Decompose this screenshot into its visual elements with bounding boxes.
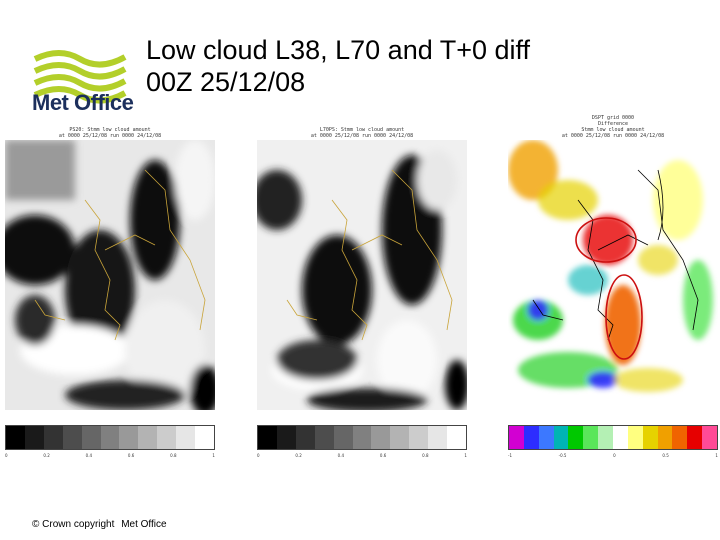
colorbar-swatch — [409, 426, 429, 449]
panel-caption: PS20: Stmm low cloud amount at 0000 25/1… — [58, 127, 162, 139]
colorbar-swatch — [657, 426, 673, 449]
colorbar-tick-label: 0.8 — [422, 453, 429, 458]
colorbar-swatch — [195, 426, 214, 449]
colorbar-swatch — [6, 426, 25, 449]
slide-title: Low cloud L38, L70 and T+0 diff 00Z 25/1… — [146, 34, 530, 98]
low-cloud-map-l70 — [257, 140, 467, 410]
colorbar-tick-label: 0.2 — [295, 453, 302, 458]
colorbar-swatch — [687, 426, 703, 449]
colorbar-swatch — [702, 426, 718, 449]
colorbar-tick-label: 1 — [464, 453, 467, 458]
colorbar-swatch — [568, 426, 584, 449]
colorbar-swatch — [314, 426, 334, 449]
colorbar-swatch — [333, 426, 353, 449]
colorbar-tick-label: -0.5 — [558, 453, 567, 458]
annotation-circle — [605, 274, 643, 360]
difference-map — [508, 140, 718, 410]
org-text: Met Office — [121, 519, 167, 530]
colorbar-swatch — [613, 426, 628, 449]
panel-caption: L70PS: Stmm low cloud amount at 0000 25/… — [310, 127, 414, 139]
colorbar-tick-label: 1 — [212, 453, 215, 458]
colorbar-swatch — [447, 426, 466, 449]
footer: © Crown copyright Met Office — [32, 519, 171, 530]
colorbar-tick-label: 0 — [613, 453, 616, 458]
colorbar-swatch — [627, 426, 643, 449]
colorbar-tick-label: 0.8 — [170, 453, 177, 458]
colorbar-swatch — [642, 426, 658, 449]
colorbar-tick-label: 0.4 — [337, 453, 345, 458]
logo-text: Met Office — [32, 90, 134, 115]
colorbar-swatch — [258, 426, 277, 449]
panel-caption: DSPT grid 0000 Difference Stmm low cloud… — [561, 115, 665, 139]
colorbar-swatch — [538, 426, 554, 449]
colorbar-tick-label: 0.2 — [43, 453, 50, 458]
colorbar-tick-label: 0.5 — [662, 453, 669, 458]
colorbar — [5, 425, 215, 450]
colorbar-tick-label: 1 — [715, 453, 718, 458]
colorbar-swatch — [62, 426, 82, 449]
colorbar-ticks: 0 0.2 0.4 0.6 0.8 1 — [257, 453, 467, 461]
colorbar — [508, 425, 718, 450]
annotation-circle — [575, 217, 637, 263]
colorbar-swatch — [523, 426, 539, 449]
colorbar-swatch — [24, 426, 44, 449]
colorbar-tick-label: 0.4 — [85, 453, 93, 458]
low-cloud-map-l38 — [5, 140, 215, 410]
colorbar-swatch — [672, 426, 688, 449]
colorbar-tick-label: 0 — [257, 453, 260, 458]
colorbar-swatch — [157, 426, 177, 449]
colorbar-swatch — [583, 426, 599, 449]
colorbar-swatch — [119, 426, 139, 449]
colorbar-swatch — [276, 426, 296, 449]
colorbar-swatch — [553, 426, 569, 449]
colorbar-swatch — [509, 426, 524, 449]
colorbar — [257, 425, 467, 450]
colorbar-swatch — [43, 426, 63, 449]
colorbar-swatch — [176, 426, 196, 449]
colorbar-tick-label: 0.6 — [127, 453, 135, 458]
colorbar-tick-label: 0.6 — [379, 453, 387, 458]
colorbar-swatch — [100, 426, 120, 449]
title-line-1: Low cloud L38, L70 and T+0 diff — [146, 35, 531, 65]
title-line-2: 00Z 25/12/08 — [146, 67, 306, 97]
colorbar-ticks: 0 0.2 0.4 0.6 0.8 1 — [5, 453, 215, 461]
colorbar-tick-label: -1 — [508, 453, 512, 458]
colorbar-swatch — [390, 426, 410, 449]
met-office-logo — [33, 50, 127, 104]
colorbar-swatch — [371, 426, 391, 449]
colorbar-swatch — [81, 426, 101, 449]
copyright-text: © Crown copyright — [32, 519, 115, 530]
colorbar-swatch — [598, 426, 614, 449]
colorbar-swatch — [428, 426, 448, 449]
colorbar-ticks: -1 -0.5 0 0.5 1 — [508, 453, 718, 461]
colorbar-swatch — [352, 426, 372, 449]
colorbar-tick-label: 0 — [5, 453, 8, 458]
colorbar-swatch — [295, 426, 315, 449]
colorbar-swatch — [138, 426, 158, 449]
